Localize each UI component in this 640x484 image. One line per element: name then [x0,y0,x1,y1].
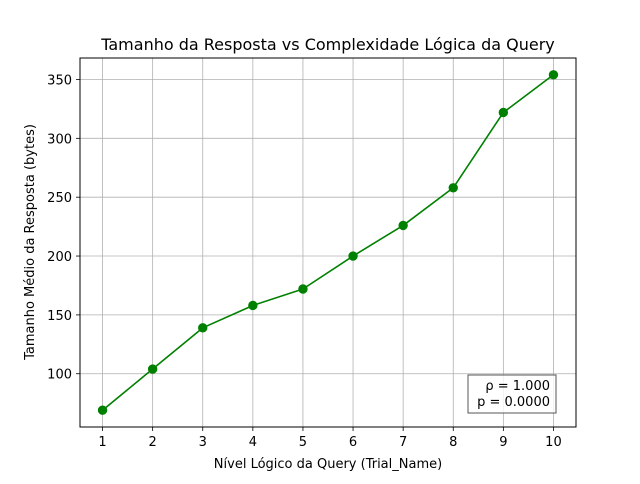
x-tick-label: 4 [249,435,257,450]
y-tick-label: 200 [47,250,72,265]
x-tick-label: 10 [545,435,562,450]
data-point [97,405,108,415]
data-point [248,300,258,311]
x-tick-label: 8 [449,435,457,450]
data-point [147,364,158,374]
y-tick-label: 300 [47,132,72,147]
x-axis-label: Nível Lógico da Query (Trial_Name) [214,457,442,472]
data-point [548,70,559,80]
data-point [198,323,208,333]
x-ticks: 1 2 3 4 5 6 7 8 9 10 [98,427,562,450]
grid [80,58,576,427]
x-tick-label: 9 [499,435,507,450]
stats-annotation-p: p = 0.0000 [477,395,550,410]
y-tick-label: 150 [47,309,72,324]
data-point [498,107,509,118]
data-point [298,284,308,294]
x-tick-label: 6 [349,435,357,450]
x-tick-label: 3 [199,435,207,450]
y-tick-label: 250 [47,191,72,206]
series-layer [97,70,559,415]
stats-annotation-box [467,374,557,414]
chart-title: Tamanho da Resposta vs Complexidade Lógi… [100,35,555,54]
y-tick-label: 350 [47,73,72,88]
y-axis-label: Tamanho Médio da Resposta (bytes) [23,124,38,361]
data-point [348,251,358,261]
x-tick-label: 2 [149,435,157,450]
x-tick-label: 1 [98,435,106,450]
y-ticks: 100 150 200 250 300 350 [47,73,80,383]
stats-annotation: ρ = 1.000 p = 0.0000 [467,374,557,414]
series-line [102,74,554,411]
x-tick-label: 5 [299,435,307,450]
plot-frame [79,57,577,428]
data-point [448,183,458,193]
stats-annotation-rho: ρ = 1.000 [485,379,550,394]
y-tick-label: 100 [47,368,72,383]
data-point [398,220,408,231]
x-tick-label: 7 [399,435,407,450]
